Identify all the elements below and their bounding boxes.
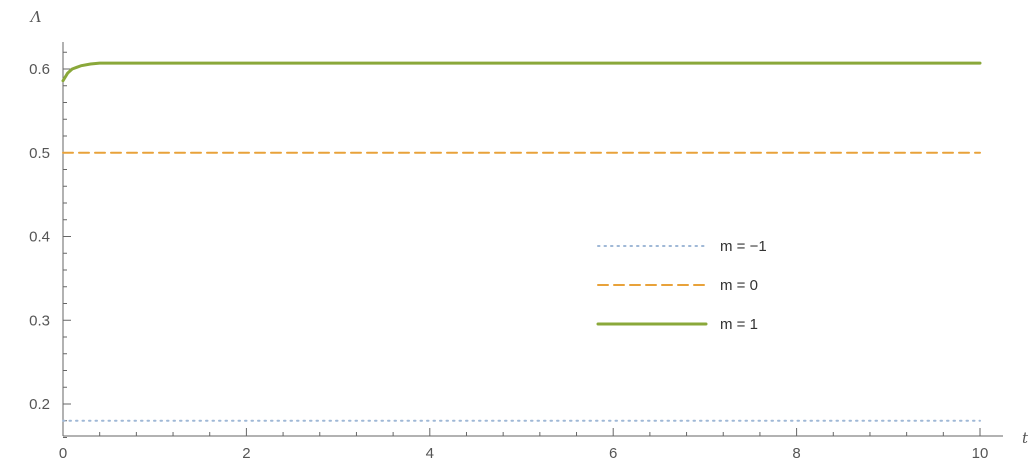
legend-label: m = −1 bbox=[720, 238, 767, 255]
x-tick-label: 0 bbox=[59, 445, 67, 462]
x-axis-title: t bbox=[1022, 429, 1029, 447]
legend-label: m = 1 bbox=[720, 316, 758, 333]
x-tick-label: 4 bbox=[426, 445, 434, 462]
y-axis-title: Λ bbox=[29, 8, 42, 26]
legend-label: m = 0 bbox=[720, 277, 758, 294]
y-tick-label: 0.4 bbox=[29, 229, 50, 246]
x-tick-label: 2 bbox=[242, 445, 250, 462]
series-line-m-1 bbox=[61, 61, 982, 83]
y-tick-label: 0.6 bbox=[29, 61, 50, 78]
y-tick-label: 0.3 bbox=[29, 312, 50, 329]
y-tick-label: 0.2 bbox=[29, 396, 50, 413]
x-tick-label: 10 bbox=[972, 445, 989, 462]
x-tick-label: 8 bbox=[792, 445, 800, 462]
x-tick-label: 6 bbox=[609, 445, 617, 462]
y-tick-label: 0.5 bbox=[29, 145, 50, 162]
